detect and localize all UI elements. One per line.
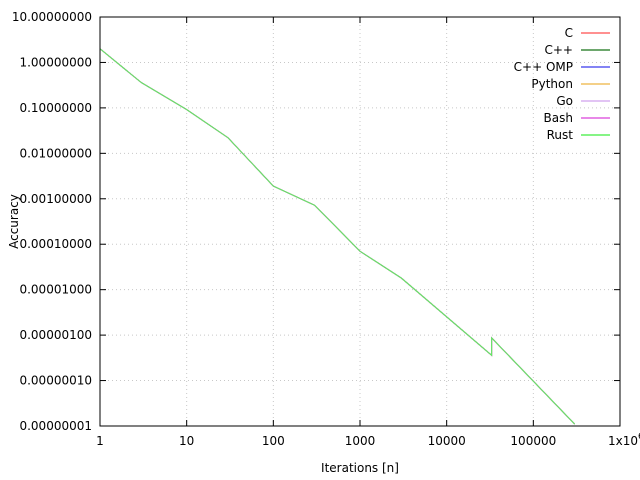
x-tick-label: 1x106 — [608, 432, 640, 448]
x-axis-ticks: 1 10 100 1000 10000 100000 1x106 — [96, 17, 640, 448]
y-tick-label: 0.00100000 — [19, 192, 92, 206]
y-axis-label: Accuracy — [7, 194, 21, 249]
x-tick-label: 1000 — [345, 434, 376, 448]
y-tick-label: 0.01000000 — [19, 146, 92, 160]
y-tick-label: 0.00000001 — [19, 419, 92, 433]
series-line-python — [99, 48, 576, 425]
legend-label: Python — [531, 77, 573, 91]
x-axis-label: Iterations [n] — [321, 461, 399, 475]
grid-lines — [100, 17, 620, 426]
legend-label: C — [565, 26, 573, 40]
x-tick-label: 10 — [179, 434, 194, 448]
legend-label: Go — [556, 94, 573, 108]
x-tick-label: 10000 — [428, 434, 466, 448]
y-tick-label: 10.00000000 — [12, 10, 92, 24]
y-tick-label: 0.00000100 — [19, 328, 92, 342]
legend-label: Bash — [544, 111, 573, 125]
legend: C C++ C++ OMP Python Go Bash Rust — [514, 26, 610, 142]
x-tick-label: 100 — [262, 434, 285, 448]
x-tick-label: 100000 — [510, 434, 556, 448]
series-line-c — [99, 48, 576, 425]
y-tick-label: 0.00001000 — [19, 283, 92, 297]
x-tick-label: 1 — [96, 434, 104, 448]
x-tick-superscript: 6 — [638, 432, 640, 442]
y-axis-ticks: 10.00000000 1.00000000 0.10000000 0.0100000… — [12, 10, 620, 433]
series-line-c-omp — [99, 48, 576, 425]
series-line-bash — [99, 48, 576, 425]
series-lines — [99, 48, 576, 425]
series-line-go — [99, 48, 576, 425]
legend-label: Rust — [547, 128, 574, 142]
y-tick-label: 0.10000000 — [19, 101, 92, 115]
series-line-c- — [99, 48, 576, 425]
y-tick-label: 0.00000010 — [19, 374, 92, 388]
series-line-rust — [99, 48, 576, 425]
y-tick-label: 0.00010000 — [19, 237, 92, 251]
y-tick-label: 1.00000000 — [19, 55, 92, 69]
legend-label: C++ OMP — [514, 60, 573, 74]
legend-label: C++ — [545, 43, 574, 57]
